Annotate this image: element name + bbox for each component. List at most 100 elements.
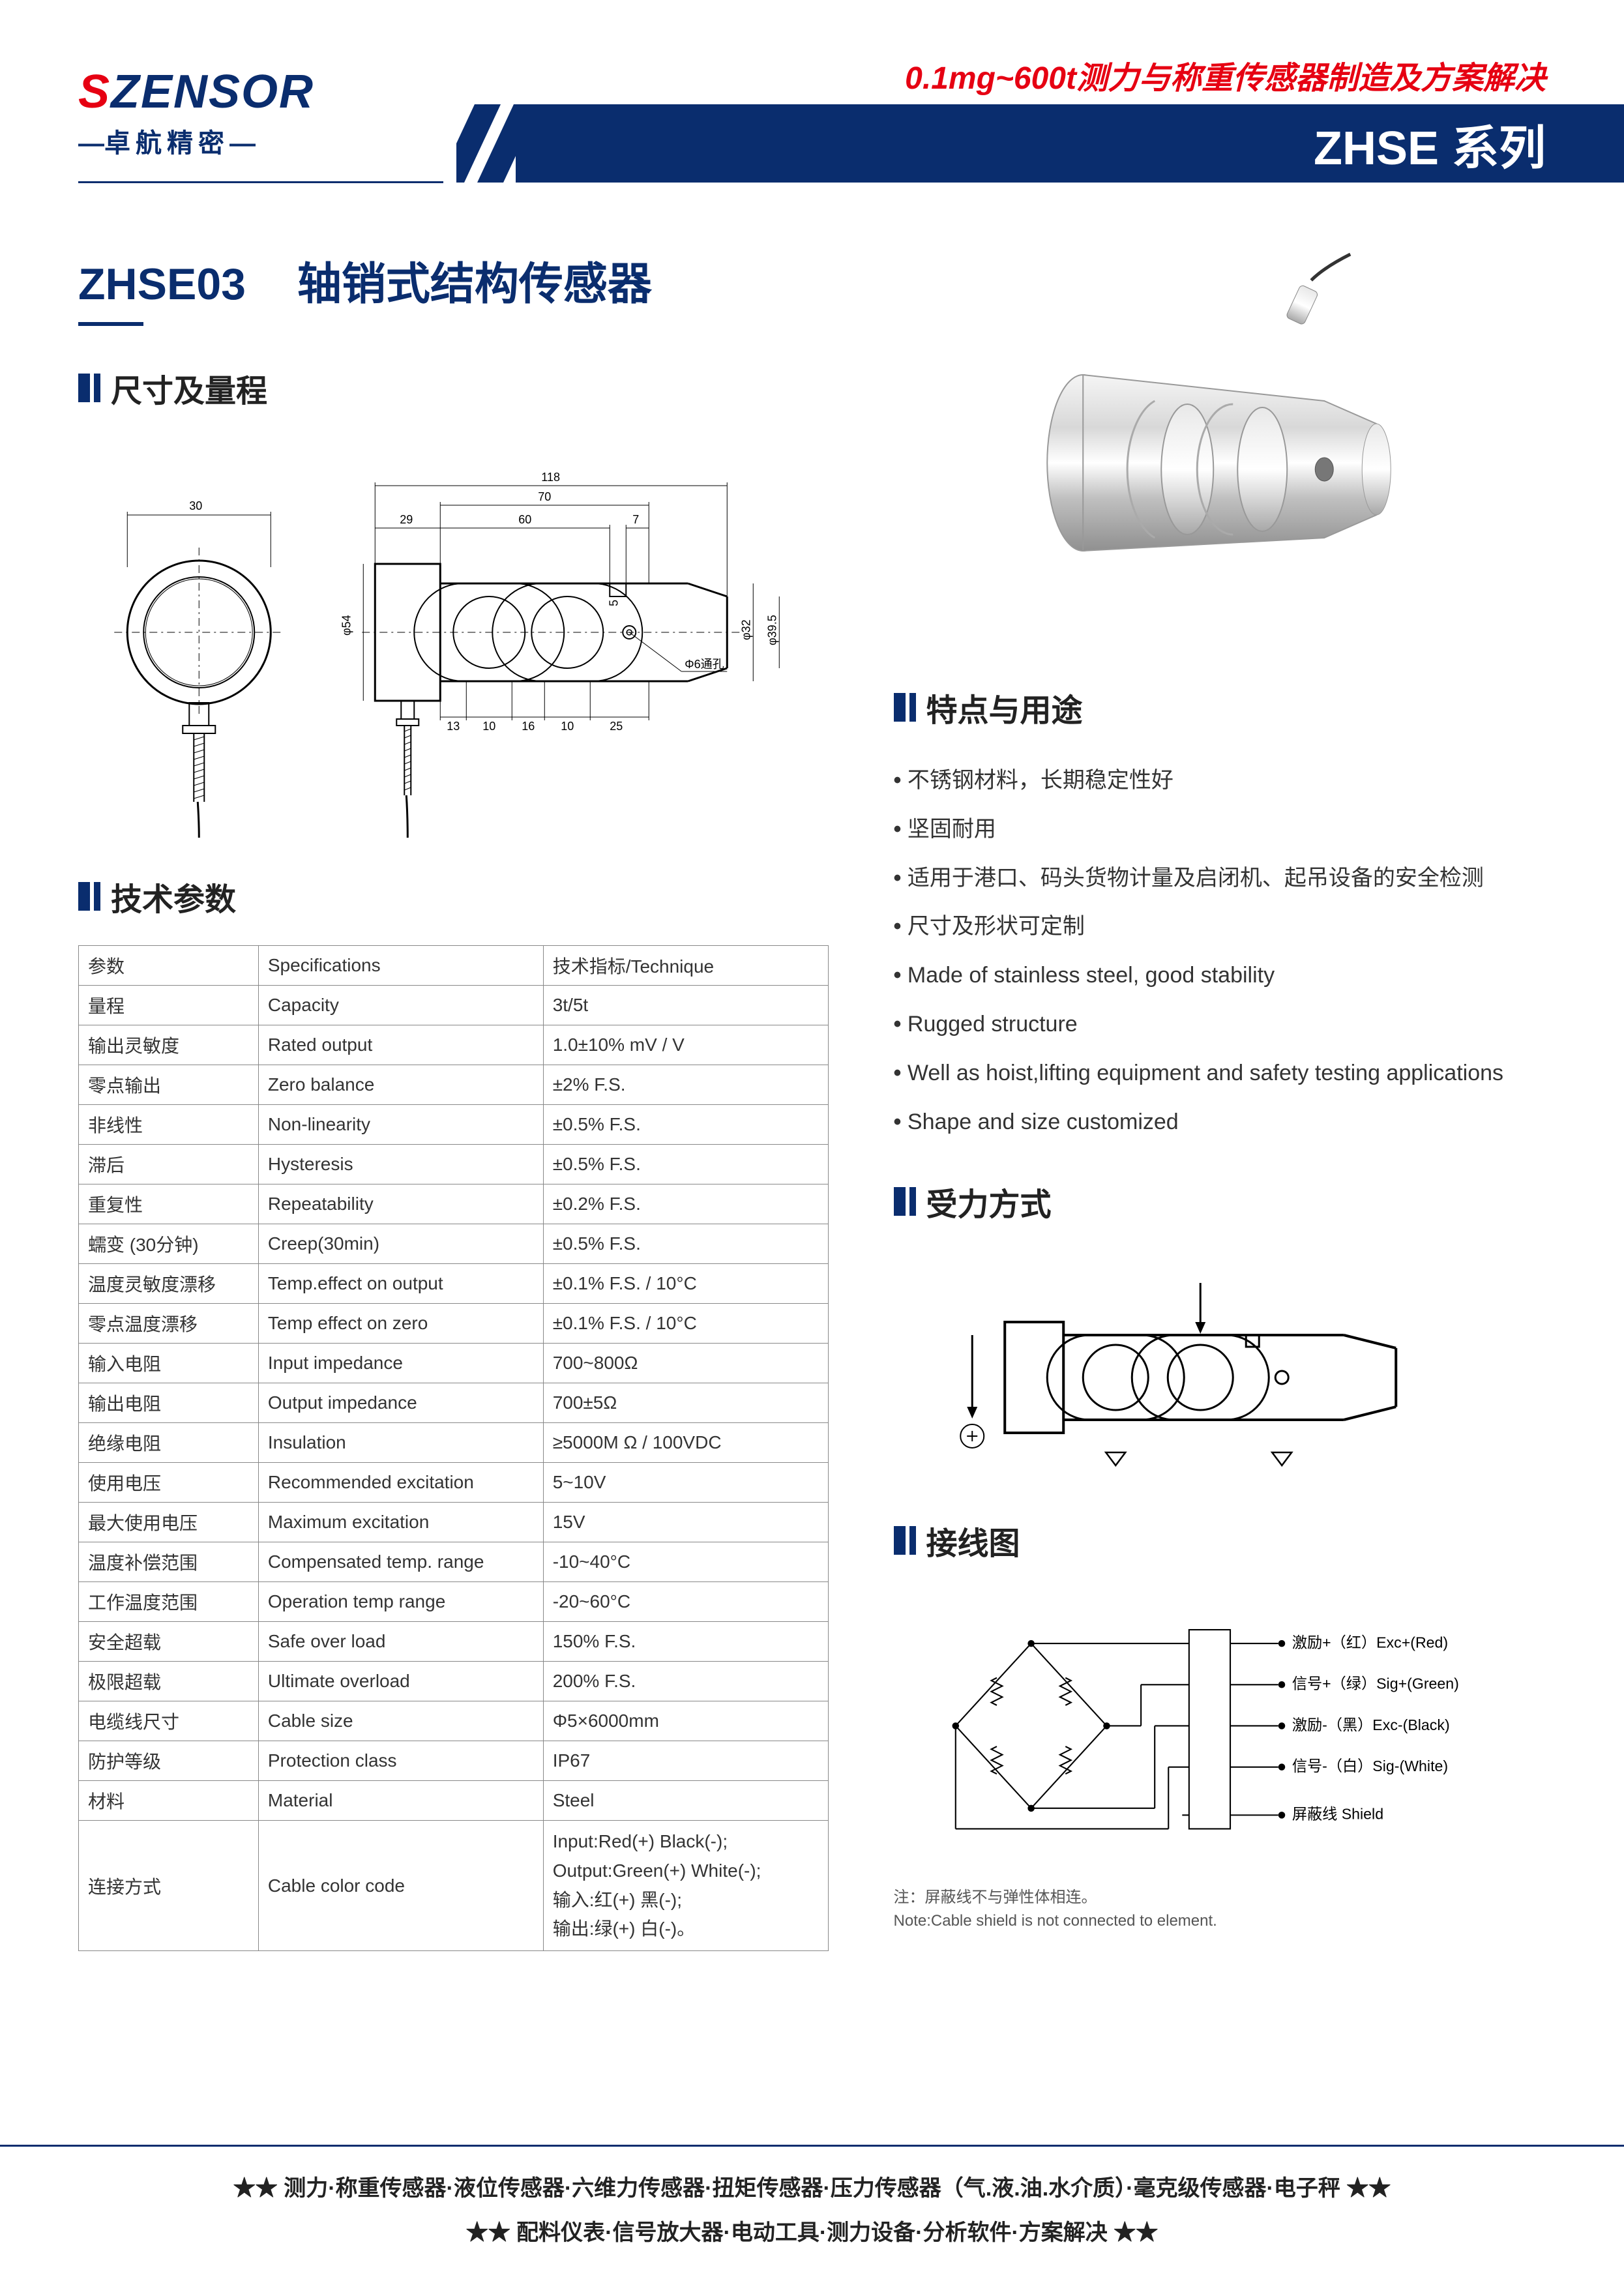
spec-cell: Non-linearity xyxy=(258,1105,543,1145)
spec-cell: Temp effect on zero xyxy=(258,1304,543,1344)
spec-cell: 安全超载 xyxy=(79,1622,259,1662)
product-name: 轴销式结构传感器 xyxy=(297,259,652,309)
table-row: 材料MaterialSteel xyxy=(79,1781,829,1821)
force-diagram xyxy=(894,1250,1546,1485)
footer-line2: ★★ 配料仪表·信号放大器·电动工具·测力设备·分析软件·方案解决 ★★ xyxy=(0,2211,1624,2255)
spec-cell: -20~60°C xyxy=(543,1582,828,1622)
table-row: 温度补偿范围Compensated temp. range-10~40°C xyxy=(79,1542,829,1582)
table-row: 最大使用电压Maximum excitation15V xyxy=(79,1503,829,1542)
logo-rest: ZENSOR xyxy=(111,66,314,118)
wiring-diagram: 激励+（红）Exc+(Red) 信号+（绿）Sig+(Green) 激励-（黑）… xyxy=(894,1589,1546,1876)
feature-item: 尺寸及形状可定制 xyxy=(894,902,1546,951)
table-row: 安全超载Safe over load150% F.S. xyxy=(79,1622,829,1662)
spec-cell: 15V xyxy=(543,1503,828,1542)
wiring-exc-n: 激励-（黑）Exc-(Black) xyxy=(1292,1716,1449,1733)
spec-cell: 输入电阻 xyxy=(79,1344,259,1383)
spec-cell: Recommended excitation xyxy=(258,1463,543,1503)
spec-cell: ±0.5% F.S. xyxy=(543,1224,828,1264)
dim-60: 60 xyxy=(518,513,531,526)
dim-phi6: Φ6通孔 xyxy=(685,658,724,671)
dim-25: 25 xyxy=(610,720,623,733)
spec-cell: Protection class xyxy=(258,1741,543,1781)
spec-cell: Ultimate overload xyxy=(258,1662,543,1701)
wiring-shield: 屏蔽线 Shield xyxy=(1292,1806,1383,1823)
table-row: 重复性Repeatability±0.2% F.S. xyxy=(79,1184,829,1224)
wiring-sig-n: 信号-（白）Sig-(White) xyxy=(1292,1757,1447,1774)
table-row: 绝缘电阻Insulation≥5000M Ω / 100VDC xyxy=(79,1423,829,1463)
spec-cell: Φ5×6000mm xyxy=(543,1701,828,1741)
spec-cell: 非线性 xyxy=(79,1105,259,1145)
spec-cell: Cable size xyxy=(258,1701,543,1741)
feature-item: Made of stainless steel, good stability xyxy=(894,951,1546,1000)
spec-cell: -10~40°C xyxy=(543,1542,828,1582)
spec-cell: Steel xyxy=(543,1781,828,1821)
spec-cell: Material xyxy=(258,1781,543,1821)
spec-cell: ≥5000M Ω / 100VDC xyxy=(543,1423,828,1463)
spec-cell: 5~10V xyxy=(543,1463,828,1503)
table-row: 输入电阻Input impedance700~800Ω xyxy=(79,1344,829,1383)
spec-cell: 工作温度范围 xyxy=(79,1582,259,1622)
spec-cell: 150% F.S. xyxy=(543,1622,828,1662)
spec-cell: 3t/5t xyxy=(543,986,828,1025)
spec-cell: 最大使用电压 xyxy=(79,1503,259,1542)
section-force-head: 受力方式 xyxy=(894,1179,1546,1224)
spec-cell: 蠕变 (30分钟) xyxy=(79,1224,259,1264)
section-specs-label: 技术参数 xyxy=(111,874,236,919)
dim-118: 118 xyxy=(541,471,560,484)
left-column: ZHSE03 轴销式结构传感器 尺寸及量程 xyxy=(78,248,829,1951)
spec-cell: 输出电阻 xyxy=(79,1383,259,1423)
logo-s: S xyxy=(78,66,111,118)
spec-cell: Input impedance xyxy=(258,1344,543,1383)
table-row: 零点输出Zero balance±2% F.S. xyxy=(79,1065,829,1105)
spec-cell: 使用电压 xyxy=(79,1463,259,1503)
table-row: 连接方式Cable color codeInput:Red(+) Black(-… xyxy=(79,1821,829,1951)
table-row: 防护等级Protection classIP67 xyxy=(79,1741,829,1781)
dim-phi54: φ54 xyxy=(340,615,353,636)
spec-cell: Zero balance xyxy=(258,1065,543,1105)
content-area: ZHSE03 轴销式结构传感器 尺寸及量程 xyxy=(0,196,1624,1977)
spec-table: 参数Specifications技术指标/Technique量程Capacity… xyxy=(78,945,829,1951)
dim-10b: 10 xyxy=(561,720,574,733)
series-name: ZHSE 系列 xyxy=(1314,110,1546,178)
dim-7: 7 xyxy=(632,513,639,526)
spec-cell: ±2% F.S. xyxy=(543,1065,828,1105)
dim-70: 70 xyxy=(538,490,551,503)
table-row: 蠕变 (30分钟)Creep(30min)±0.5% F.S. xyxy=(79,1224,829,1264)
spec-cell: Insulation xyxy=(258,1423,543,1463)
table-row: 滞后Hysteresis±0.5% F.S. xyxy=(79,1145,829,1184)
logo: SZENSOR 卓航精密 xyxy=(78,65,314,160)
spec-cell: Capacity xyxy=(258,986,543,1025)
spec-cell: Repeatability xyxy=(258,1184,543,1224)
section-force-label: 受力方式 xyxy=(926,1179,1052,1224)
page-header: SZENSOR 卓航精密 0.1mg~600t测力与称重传感器制造及方案解决 Z… xyxy=(0,0,1624,196)
spec-cell: IP67 xyxy=(543,1741,828,1781)
spec-cell: 重复性 xyxy=(79,1184,259,1224)
header-underline xyxy=(78,181,443,183)
section-wiring-label: 接线图 xyxy=(926,1518,1020,1563)
spec-cell: Compensated temp. range xyxy=(258,1542,543,1582)
spec-cell: Input:Red(+) Black(-); Output:Green(+) W… xyxy=(543,1821,828,1951)
table-row: 非线性Non-linearity±0.5% F.S. xyxy=(79,1105,829,1145)
wiring-note-cn: 注：屏蔽线不与弹性体相连。 xyxy=(894,1886,1546,1909)
spec-cell: ±0.5% F.S. xyxy=(543,1145,828,1184)
footer-line1: ★★ 测力·称重传感器·液位传感器·六维力传感器·扭矩传感器·压力传感器（气.液… xyxy=(0,2166,1624,2211)
series-banner: ZHSE 系列 xyxy=(516,104,1624,183)
spec-cell: 材料 xyxy=(79,1781,259,1821)
dim-29: 29 xyxy=(400,513,413,526)
dim-30: 30 xyxy=(189,499,202,512)
spec-cell: ±0.1% F.S. / 10°C xyxy=(543,1264,828,1304)
feature-item: 适用于港口、码头货物计量及启闭机、起吊设备的安全检测 xyxy=(894,854,1546,903)
spec-cell: 1.0±10% mV / V xyxy=(543,1025,828,1065)
page-footer: ★★ 测力·称重传感器·液位传感器·六维力传感器·扭矩传感器·压力传感器（气.液… xyxy=(0,2145,1624,2255)
dim-13: 13 xyxy=(447,720,460,733)
spec-cell: 零点输出 xyxy=(79,1065,259,1105)
spec-cell: ±0.1% F.S. / 10°C xyxy=(543,1304,828,1344)
product-code: ZHSE03 xyxy=(78,259,246,309)
spec-header: Specifications xyxy=(258,946,543,986)
dim-phi39: φ39.5 xyxy=(765,615,778,645)
spec-cell: Output impedance xyxy=(258,1383,543,1423)
spec-cell: 绝缘电阻 xyxy=(79,1423,259,1463)
spec-cell: 温度灵敏度漂移 xyxy=(79,1264,259,1304)
logo-subtitle: 卓航精密 xyxy=(78,122,314,160)
section-specs-head: 技术参数 xyxy=(78,874,829,919)
